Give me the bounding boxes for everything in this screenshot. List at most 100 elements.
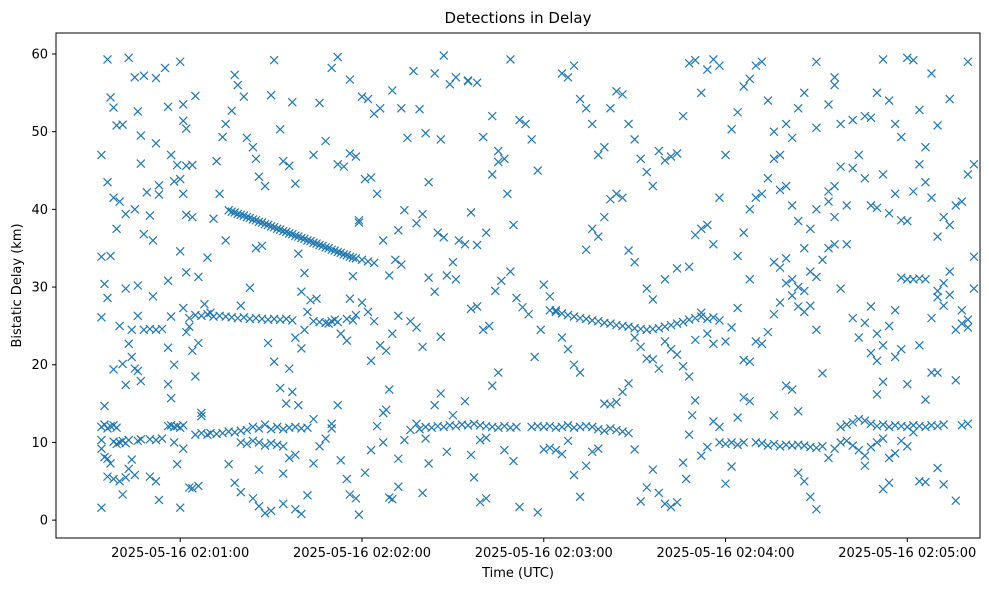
data-point: [360, 468, 370, 478]
data-point: [811, 504, 821, 514]
data-point: [396, 103, 406, 113]
y-axis-ticks: 0 10 20 30 40 50 60: [31, 47, 56, 529]
data-point: [496, 276, 506, 286]
data-point: [384, 385, 394, 395]
data-point: [148, 236, 158, 245]
data-point: [902, 216, 912, 226]
data-point: [309, 414, 318, 424]
data-point: [963, 169, 973, 179]
data-point: [636, 342, 646, 352]
data-point: [412, 419, 421, 429]
data-point: [442, 270, 452, 280]
data-point: [775, 263, 785, 273]
data-point: [860, 416, 870, 426]
data-point: [672, 350, 682, 360]
data-point: [375, 103, 385, 113]
data-point: [921, 477, 930, 487]
data-point: [133, 281, 143, 290]
data-point: [103, 177, 112, 187]
data-point: [151, 73, 161, 83]
data-point: [303, 236, 312, 245]
data-point: [715, 316, 724, 325]
data-point: [781, 253, 791, 263]
data-point: [303, 490, 312, 500]
data-point: [433, 228, 443, 238]
y-tick-label: 10: [31, 436, 48, 451]
data-point: [521, 119, 530, 129]
data-point: [418, 488, 427, 498]
data-point: [781, 181, 791, 191]
data-point: [284, 453, 294, 463]
data-point: [945, 267, 955, 276]
data-point: [599, 426, 609, 436]
data-point: [127, 455, 137, 464]
data-point: [914, 105, 924, 115]
data-point: [169, 438, 179, 447]
data-point: [293, 400, 303, 410]
data-point: [97, 312, 106, 322]
data-point: [387, 329, 397, 339]
data-point: [236, 487, 246, 497]
data-point: [630, 135, 640, 144]
data-point: [660, 499, 670, 509]
data-point: [842, 201, 852, 210]
data-point: [109, 364, 118, 374]
data-point: [727, 438, 737, 447]
data-point: [575, 94, 585, 104]
data-point: [218, 132, 228, 142]
data-point: [424, 177, 434, 187]
data-point: [921, 274, 930, 284]
data-point: [242, 439, 252, 449]
data-point: [811, 272, 821, 282]
data-point: [624, 428, 634, 438]
data-point: [190, 91, 200, 101]
data-point: [290, 333, 300, 342]
data-point: [136, 376, 146, 386]
data-point: [166, 393, 176, 403]
data-point: [921, 395, 930, 405]
data-point: [818, 441, 827, 451]
data-point: [169, 176, 179, 186]
data-point: [727, 124, 737, 134]
data-point: [484, 321, 494, 331]
data-point: [733, 413, 743, 423]
data-point: [348, 316, 358, 325]
data-point: [118, 490, 128, 499]
data-point: [557, 333, 567, 342]
data-point: [221, 119, 231, 129]
data-point: [630, 257, 640, 267]
data-point: [166, 312, 176, 322]
data-point: [469, 472, 479, 482]
data-point: [733, 440, 743, 450]
data-point: [378, 438, 388, 447]
data-point: [103, 472, 112, 482]
data-point: [684, 58, 694, 68]
data-point: [769, 154, 779, 164]
data-point: [221, 236, 231, 245]
data-point: [499, 154, 509, 164]
data-point: [187, 160, 197, 170]
data-point: [181, 267, 191, 277]
data-point: [139, 71, 149, 81]
data-point: [124, 53, 134, 63]
data-point: [260, 508, 270, 518]
data-point: [490, 286, 500, 296]
data-point: [163, 276, 173, 286]
data-point: [878, 54, 888, 64]
data-point: [921, 142, 930, 152]
data-point: [284, 229, 294, 238]
data-point: [563, 72, 573, 82]
data-point: [121, 472, 131, 482]
data-point: [290, 504, 300, 514]
data-point: [381, 346, 391, 356]
data-point: [215, 189, 225, 199]
data-point: [575, 492, 585, 502]
data-point: [224, 459, 234, 469]
y-axis-label: Bistatic Delay (km): [10, 223, 25, 347]
data-point: [781, 381, 791, 391]
y-tick-label: 0: [40, 514, 48, 529]
data-point: [902, 53, 912, 63]
data-point: [830, 212, 840, 222]
data-point: [187, 483, 197, 493]
